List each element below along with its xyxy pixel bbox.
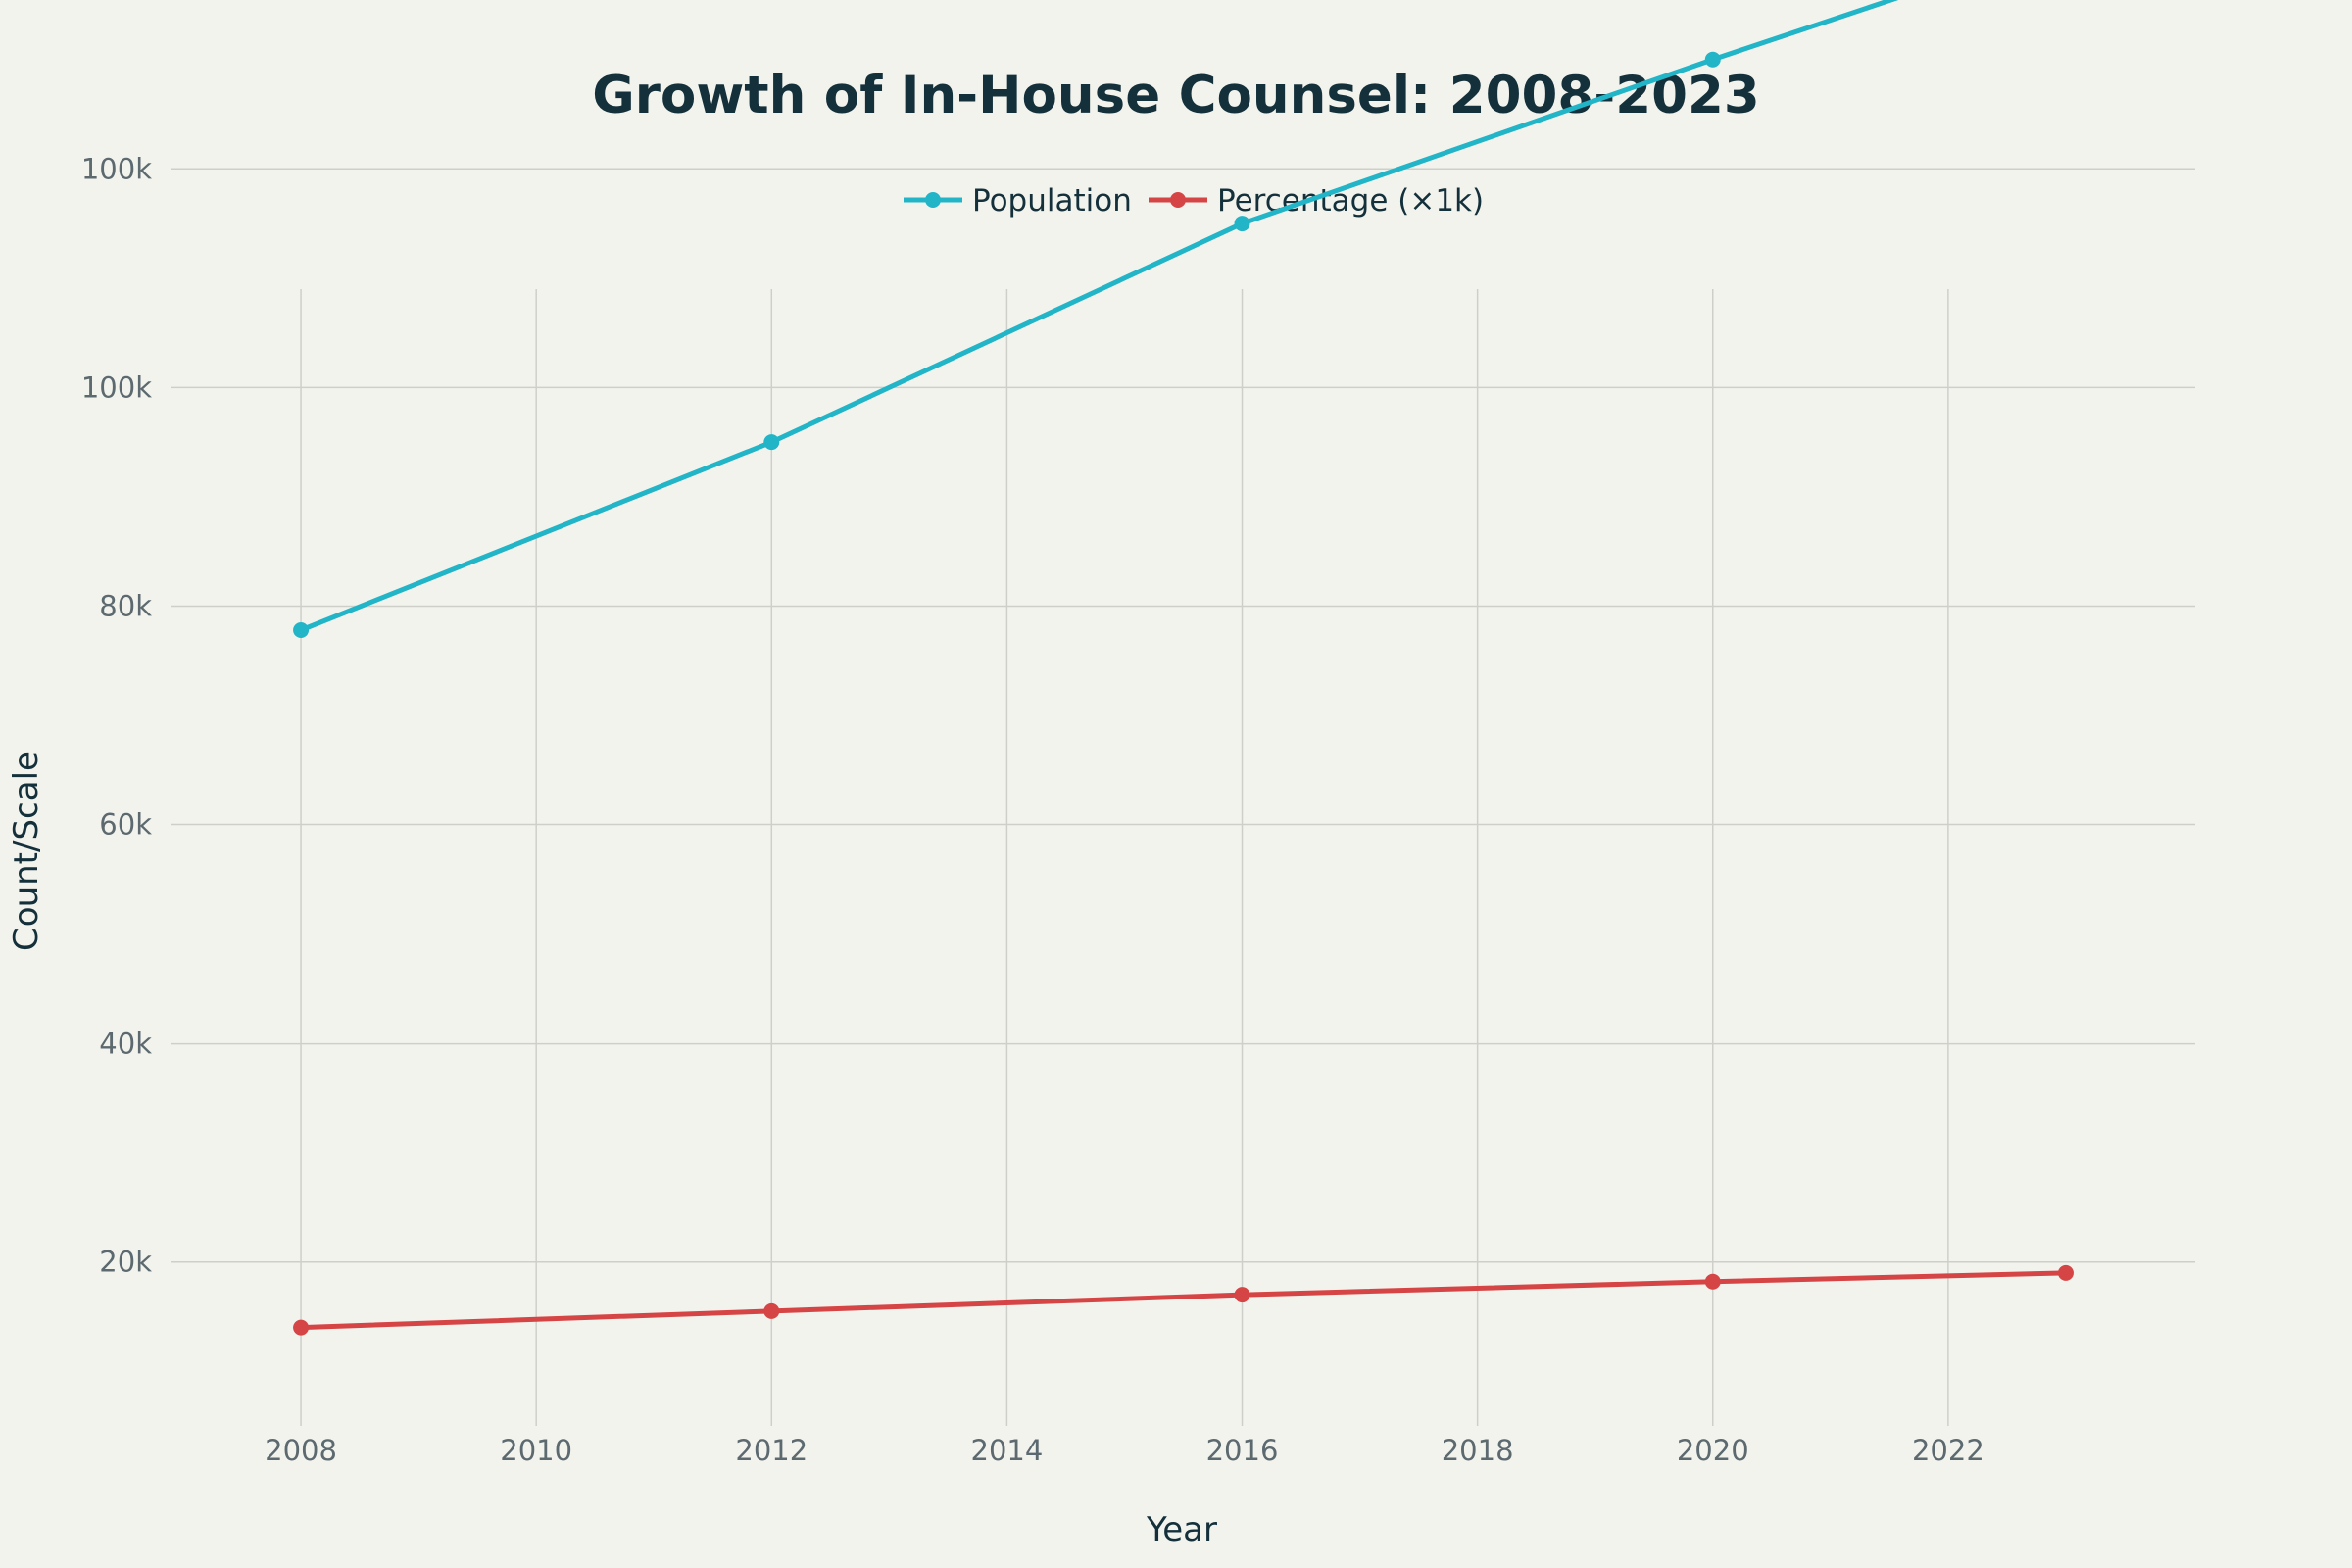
y-tick-label: 60k: [99, 808, 152, 842]
x-tick-label: 2012: [735, 1434, 808, 1467]
legend-item-percentage[interactable]: Percentage (×1k): [1149, 183, 1484, 219]
y-tick-label: 40k: [99, 1027, 152, 1060]
x-tick-label: 2008: [265, 1434, 337, 1467]
x-tick-label: 2014: [971, 1434, 1044, 1467]
x-tick-label: 2020: [1677, 1434, 1749, 1467]
x-axis-title: Year: [1146, 1510, 1217, 1549]
x-tick-label: 2018: [1442, 1434, 1514, 1467]
legend: Population Percentage (×1k): [904, 183, 1484, 219]
data-point-population[interactable]: [293, 622, 310, 638]
y-tick-label: 100k: [81, 152, 152, 185]
data-point-population[interactable]: [1704, 51, 1721, 68]
x-tick-label: 2010: [500, 1434, 572, 1467]
y-axis-ticks: 20k40k60k80k100k100k100k100k: [81, 152, 152, 1279]
y-axis-title: Count/Scale: [7, 751, 46, 951]
legend-label-percentage: Percentage (×1k): [1217, 183, 1484, 219]
y-gridlines: [172, 168, 2195, 1263]
x-tick-label: 2016: [1206, 1434, 1279, 1467]
data-point-population[interactable]: [763, 434, 780, 451]
y-tick-label: 80k: [99, 589, 152, 622]
legend-item-population[interactable]: Population: [904, 183, 1132, 219]
x-tick-label: 2022: [1912, 1434, 1984, 1467]
data-point-percentage[interactable]: [2057, 1264, 2074, 1281]
y-tick-label: 100k: [81, 370, 152, 404]
chart-title: Growth of In-House Counsel: 2008-2023: [592, 66, 1759, 125]
y-tick-label: 20k: [99, 1246, 152, 1279]
data-point-population[interactable]: [1234, 216, 1250, 232]
data-point-percentage[interactable]: [293, 1319, 310, 1336]
data-point-percentage[interactable]: [1704, 1273, 1721, 1290]
series-line-percentage: [300, 1270, 2066, 1331]
x-gridlines: [300, 289, 1949, 1426]
data-point-percentage[interactable]: [1234, 1287, 1250, 1303]
data-point-percentage[interactable]: [763, 1302, 780, 1319]
legend-label-population: Population: [972, 183, 1132, 219]
x-axis-ticks: 2008 2010 2012 2014 2016 2018 2020 2022: [265, 1434, 1984, 1467]
plot-area: [293, 0, 2074, 1336]
